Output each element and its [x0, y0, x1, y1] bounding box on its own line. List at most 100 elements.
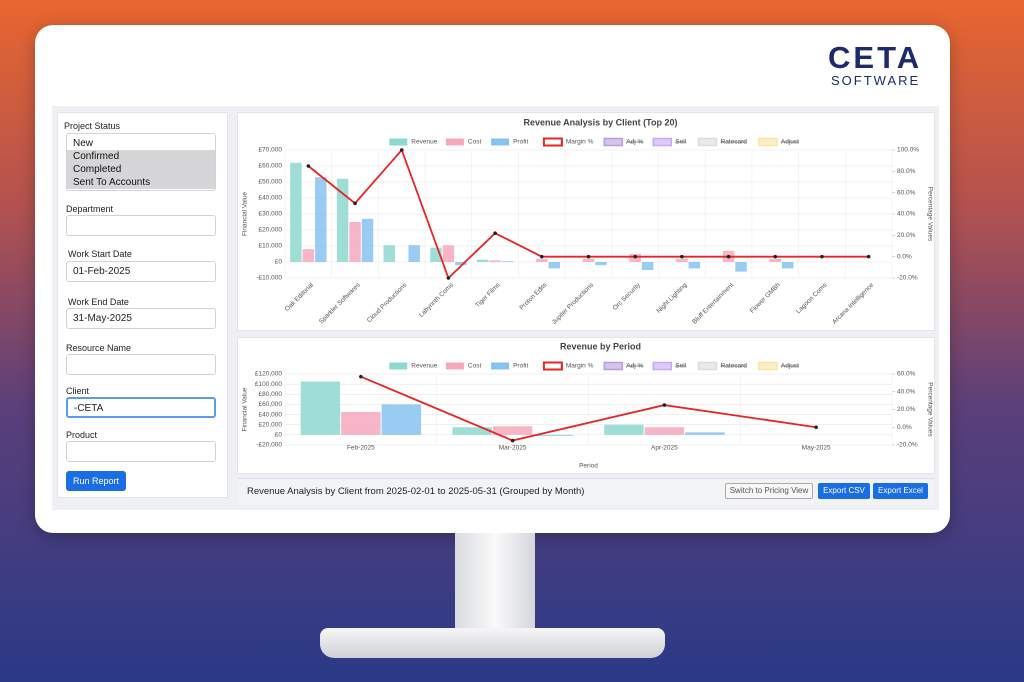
label: Project Status — [64, 121, 121, 131]
legend-swatch — [603, 137, 624, 147]
line-point — [726, 254, 731, 259]
option[interactable]: New — [73, 138, 94, 149]
y2-tick-label: 20.0% — [897, 406, 916, 413]
y2-tick-label: -20.0% — [897, 275, 918, 282]
button[interactable]: Switch to Pricing View — [725, 483, 813, 499]
button[interactable]: Export Excel — [873, 483, 928, 499]
bar — [302, 249, 315, 262]
button[interactable]: Export CSV — [818, 483, 870, 499]
input[interactable] — [66, 441, 216, 462]
y-tick-label: £120,000 — [255, 371, 282, 378]
line-point — [446, 276, 451, 280]
legend-swatch — [652, 137, 673, 147]
bar — [455, 262, 467, 266]
chart: Revenue Analysis by Client (Top 20) Reven… — [242, 117, 934, 326]
bar — [341, 412, 381, 435]
x-tick-label: Jupiter Productions — [551, 281, 596, 326]
option[interactable]: Completed — [67, 163, 215, 176]
input[interactable]: -CETA — [66, 397, 216, 418]
bar — [582, 258, 595, 262]
bar — [361, 218, 374, 262]
y2-axis-title: Percentage Values — [926, 382, 933, 437]
legend-label: Revenue — [411, 139, 437, 146]
logo-tagline: SOFTWARE — [831, 73, 921, 88]
line-point — [680, 254, 684, 259]
input[interactable]: 31-May-2025 — [66, 308, 216, 329]
line-point — [633, 254, 637, 259]
line-point — [399, 148, 404, 152]
y-tick-label: £40,000 — [259, 195, 283, 202]
y2-tick-label: 0.0% — [897, 424, 912, 431]
label: Department — [66, 204, 114, 214]
bar — [781, 262, 794, 269]
bar — [408, 245, 420, 262]
bar — [381, 404, 422, 435]
label: Work Start Date — [68, 249, 132, 259]
y-tick-label: £80,000 — [259, 391, 283, 398]
y2-tick-label: 80.0% — [897, 168, 916, 175]
x-tick-label: Mar-2025 — [499, 445, 527, 452]
label: Resource Name — [66, 343, 132, 353]
option[interactable]: Sent To Accounts — [67, 176, 215, 189]
bar — [735, 262, 747, 272]
x-tick-label: Cloud Productions — [366, 281, 409, 324]
y-tick-label: £20,000 — [259, 227, 283, 234]
bar — [349, 222, 361, 262]
line-point — [306, 164, 311, 168]
legend-swatch — [652, 361, 673, 371]
bar — [604, 424, 644, 435]
legend-swatch — [389, 362, 408, 370]
bar — [300, 381, 341, 435]
y-tick-label: -£10,000 — [256, 275, 282, 282]
y-tick-label: £40,000 — [259, 411, 283, 418]
bar — [492, 426, 533, 435]
y2-tick-label: 40.0% — [897, 211, 916, 218]
legend-label: Profit — [513, 139, 528, 146]
bar — [533, 434, 573, 436]
bar — [430, 247, 442, 262]
bar — [476, 259, 489, 262]
x-tick-label: Oak Editorial — [284, 281, 316, 313]
option[interactable]: Confirmed — [67, 150, 215, 163]
line-point — [353, 201, 357, 206]
summary-text: Revenue Analysis by Client from 2025-02-… — [247, 486, 585, 497]
y-tick-label: £10,000 — [259, 243, 283, 250]
input[interactable]: 01-Feb-2025 — [66, 261, 216, 282]
label: Work End Date — [68, 297, 129, 307]
input[interactable] — [66, 215, 216, 236]
y2-tick-label: 100.0% — [897, 147, 919, 154]
bar — [685, 432, 725, 435]
y2-axis-title: Percentage Values — [926, 187, 933, 242]
y-tick-label: £0 — [275, 259, 283, 266]
legend-swatch — [697, 361, 718, 371]
x-tick-label: Orc Security — [612, 281, 643, 312]
y-axis-title: Financial Value — [242, 192, 249, 236]
input[interactable] — [66, 354, 216, 375]
status-listbox[interactable]: New Confirmed Completed Sent To Accounts — [66, 133, 216, 191]
chart: Revenue by Period Revenue Cost Profit Margin… — [242, 341, 934, 469]
line-point — [586, 254, 591, 259]
legend-swatch — [445, 362, 464, 370]
legend-label: Ratecard — [721, 139, 748, 146]
y2-tick-label: 40.0% — [897, 388, 916, 395]
bar — [769, 258, 781, 262]
y-tick-label: £70,000 — [259, 147, 283, 154]
bar — [383, 245, 396, 262]
bar — [548, 262, 560, 269]
line-point — [359, 374, 363, 379]
run-button[interactable]: Run Report — [66, 471, 126, 491]
line-point — [540, 254, 544, 259]
legend-label: Profit — [513, 363, 528, 370]
legend-label: Adjust — [781, 139, 799, 146]
y-tick-label: £30,000 — [259, 211, 283, 218]
x-tick-label: May-2025 — [802, 445, 831, 452]
legend-label: Cost — [468, 363, 482, 370]
line-point — [510, 438, 515, 443]
bar — [489, 260, 501, 262]
x-tick-label: Apr-2025 — [651, 445, 678, 452]
bar — [452, 427, 492, 435]
y2-tick-label: 60.0% — [897, 189, 916, 196]
bar — [641, 262, 654, 270]
x-tick-label: Bluff Entertainment — [691, 282, 735, 326]
